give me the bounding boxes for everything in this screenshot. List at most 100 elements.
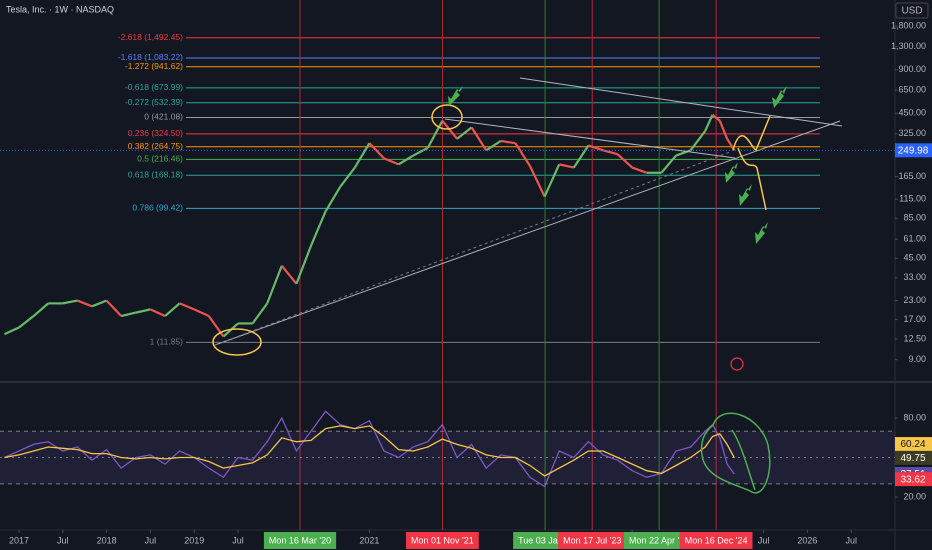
event-icon[interactable] <box>730 357 744 371</box>
drawings <box>212 77 843 494</box>
price-segment <box>660 154 677 174</box>
y-tick-label: 17.00 <box>903 314 926 324</box>
x-tick-label: 2018 <box>97 535 117 545</box>
y-tick-label: 1,300.00 <box>891 41 926 51</box>
price-segment <box>485 140 502 152</box>
price-segment <box>295 245 313 285</box>
x-tick-label: Jul <box>145 535 157 545</box>
date-tag-label: Mon 16 Dec '24 <box>685 535 748 545</box>
price-segment <box>704 114 714 132</box>
price-segment <box>602 149 618 156</box>
price-tag-label: 49.75 <box>900 453 925 464</box>
price-segment <box>368 142 385 160</box>
y-tick-label: 12.50 <box>903 333 926 343</box>
arrow <box>448 86 463 106</box>
fib-label: -0.272 (532.39) <box>125 97 183 107</box>
price-segment <box>91 299 108 308</box>
projection-path <box>732 115 771 151</box>
symbol-title: Tesla, Inc. · 1W · NASDAQ <box>6 4 114 14</box>
y-tick-label: 45.00 <box>903 253 926 263</box>
date-tag <box>624 532 695 549</box>
fib-label: 0.786 (99.42) <box>132 203 183 213</box>
rsi-band <box>0 431 895 484</box>
price-segment <box>689 130 707 151</box>
date-tag <box>406 532 479 549</box>
projection-path <box>737 147 767 211</box>
highlight-circle <box>700 412 771 494</box>
fib-label: -1.618 (1,083.22) <box>118 52 183 62</box>
price-segment <box>456 126 473 140</box>
date-tag-label: Mon 22 Apr '24 <box>629 535 689 545</box>
y-tick-label: 80.00 <box>903 412 926 422</box>
price-segment <box>339 166 356 188</box>
y-tick-label: 165.00 <box>898 171 926 181</box>
arrow <box>772 86 787 108</box>
currency-label[interactable]: USD <box>901 6 922 17</box>
x-tick-label: 2021 <box>359 535 379 545</box>
y-tick-label: 85.00 <box>903 213 926 223</box>
x-tick-label: Jul <box>57 535 69 545</box>
price-segment <box>398 154 414 166</box>
fib-label: 0 (421.08) <box>144 112 183 122</box>
price-segment <box>718 120 729 140</box>
price-segment <box>18 315 35 329</box>
currency-button[interactable] <box>895 2 929 19</box>
price-segment <box>77 299 93 308</box>
fib-label: 1 (11.85) <box>150 337 184 347</box>
x-tick-label: 2026 <box>797 535 817 545</box>
fib-label: 0.382 (264.75) <box>128 141 183 151</box>
price-segment <box>120 311 137 318</box>
arrow <box>739 184 752 206</box>
fib-label: -1.272 (941.62) <box>125 61 183 71</box>
price-segment <box>711 113 721 122</box>
price-segment <box>514 142 531 167</box>
y-tick-label: 450.00 <box>898 108 926 118</box>
price-segment <box>310 210 327 247</box>
price-segment <box>529 165 546 198</box>
highlight-circle <box>431 104 463 130</box>
price-segment <box>572 144 590 169</box>
y-tick-label: 61.00 <box>903 234 926 244</box>
date-tag-label: Mon 16 Mar '20 <box>269 535 331 545</box>
price-segment <box>135 308 151 314</box>
y-tick-label: 1,800.00 <box>891 20 926 30</box>
price-segment <box>105 299 123 317</box>
date-tag-label: Tue 03 Jan '2 <box>518 535 572 545</box>
date-tag <box>263 532 337 549</box>
price-tag <box>895 450 932 465</box>
price-segment <box>149 308 166 318</box>
fib-label: 0.236 (324.50) <box>128 128 183 138</box>
highlight-circle <box>212 328 262 356</box>
date-tag-label: Mon 01 Nov '21 <box>411 535 474 545</box>
date-tag <box>679 532 753 549</box>
price-segment <box>500 139 516 145</box>
price-segment <box>426 120 444 149</box>
price-segment <box>62 299 78 305</box>
price-segment <box>588 144 604 152</box>
x-tick-label: Jul <box>845 535 857 545</box>
price-segment <box>324 186 342 212</box>
price-tag-label: 60.24 <box>900 439 925 450</box>
price-segment <box>412 146 429 157</box>
price-tag-label: 249.98 <box>898 145 929 156</box>
x-tick-label: 2017 <box>9 535 29 545</box>
price-segment <box>164 302 181 317</box>
x-tick-label: Jul <box>232 535 244 545</box>
series-line <box>4 410 735 488</box>
price-segment <box>383 157 400 166</box>
price-segment <box>470 126 488 151</box>
price-segment <box>280 265 298 285</box>
price-segment <box>179 302 195 311</box>
price-segment <box>266 265 283 304</box>
y-tick-label: 33.00 <box>903 272 926 282</box>
x-tick-label: Jul <box>758 535 770 545</box>
price-segment <box>675 149 691 157</box>
arrows <box>448 86 787 244</box>
price-segment <box>251 302 269 325</box>
y-tick-label: 900.00 <box>898 64 926 74</box>
price-tag <box>895 437 932 452</box>
trendline <box>519 77 843 127</box>
